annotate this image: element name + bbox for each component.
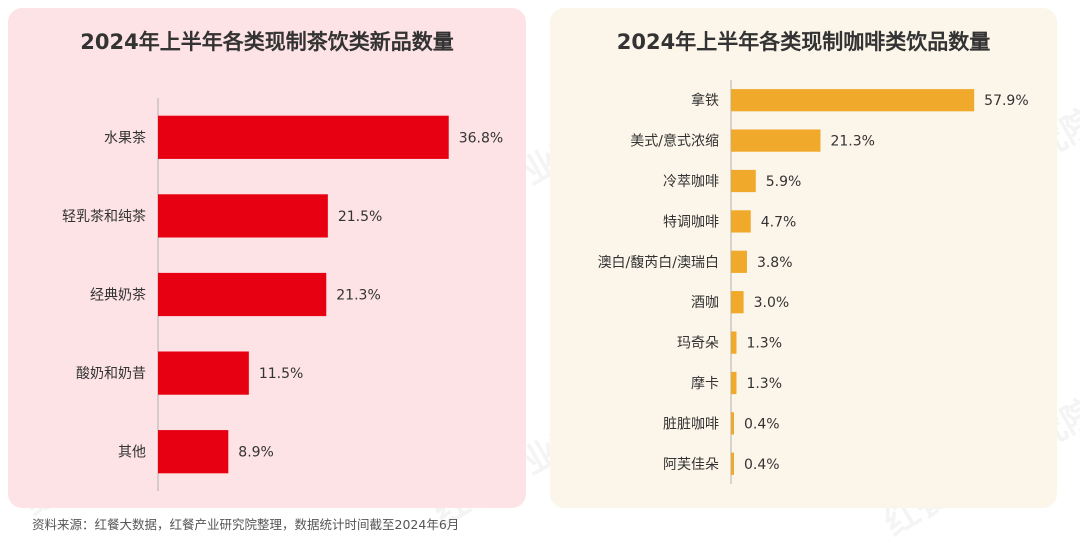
- bar: [731, 129, 821, 152]
- category-label: 澳白/馥芮白/澳瑞白: [598, 254, 719, 271]
- bar: [731, 89, 975, 112]
- category-label: 经典奶茶: [90, 288, 146, 304]
- category-label: 冷萃咖啡: [663, 174, 719, 190]
- category-label: 轻乳茶和纯茶: [62, 209, 146, 225]
- bar: [731, 210, 751, 233]
- value-label: 4.7%: [761, 214, 797, 230]
- value-label: 11.5%: [259, 366, 303, 382]
- tea-bar-chart: 水果茶 36.8% 轻乳茶和纯茶 21.5% 经典奶茶 21.3% 酸奶和奶昔 11.5% 其他…: [62, 98, 503, 491]
- bar: [158, 430, 229, 474]
- value-label: 1.3%: [746, 376, 782, 392]
- value-label: 21.5%: [338, 209, 382, 225]
- tea-chart-title: 2024年上半年各类现制茶饮类新品数量: [80, 30, 454, 54]
- bar: [731, 452, 734, 475]
- value-label: 0.4%: [744, 457, 780, 473]
- value-label: 36.8%: [459, 130, 503, 146]
- value-label: 0.4%: [744, 416, 780, 432]
- value-label: 57.9%: [984, 93, 1028, 109]
- source-note: 资料来源：红餐大数据，红餐产业研究院整理，数据统计时间截至2024年6月: [32, 517, 460, 532]
- value-label: 21.3%: [336, 288, 380, 304]
- coffee-bar-chart: 拿铁 57.9% 美式/意式浓缩 21.3% 冷萃咖啡 5.9% 特调咖啡 4.7% 澳白/馥芮…: [598, 80, 1029, 484]
- value-label: 5.9%: [766, 174, 802, 190]
- coffee-chart-title: 2024年上半年各类现制咖啡类饮品数量: [616, 30, 991, 54]
- category-label: 美式/意式浓缩: [630, 133, 719, 150]
- category-label: 其他: [118, 445, 146, 461]
- value-label: 3.8%: [757, 255, 793, 271]
- bar: [158, 272, 327, 317]
- bar: [731, 412, 734, 435]
- tea-chart-panel: 2024年上半年各类现制茶饮类新品数量 水果茶 36.8% 轻乳茶和纯茶 21.5% 经…: [8, 8, 526, 508]
- category-label: 拿铁: [691, 92, 719, 109]
- coffee-chart-panel: 2024年上半年各类现制咖啡类饮品数量 拿铁 57.9% 美式/意式浓缩 21.3% 冷…: [550, 8, 1057, 508]
- category-label: 特调咖啡: [663, 214, 719, 230]
- bar: [731, 250, 747, 273]
- bar: [158, 115, 449, 159]
- category-label: 玛奇朵: [677, 335, 719, 352]
- category-label: 摩卡: [691, 375, 719, 392]
- category-label: 酒咖: [691, 295, 719, 311]
- bar: [731, 371, 737, 395]
- value-label: 3.0%: [754, 295, 790, 311]
- value-label: 1.3%: [746, 336, 782, 352]
- bar: [158, 351, 249, 395]
- category-label: 阿芙佳朵: [663, 456, 719, 473]
- bar: [731, 169, 756, 193]
- category-label: 脏脏咖啡: [663, 416, 719, 432]
- category-label: 酸奶和奶昔: [76, 366, 146, 382]
- category-label: 水果茶: [104, 130, 146, 146]
- value-label: 21.3%: [830, 134, 874, 150]
- bar: [731, 331, 737, 354]
- bar: [158, 194, 328, 238]
- bar: [731, 291, 744, 314]
- value-label: 8.9%: [238, 445, 274, 461]
